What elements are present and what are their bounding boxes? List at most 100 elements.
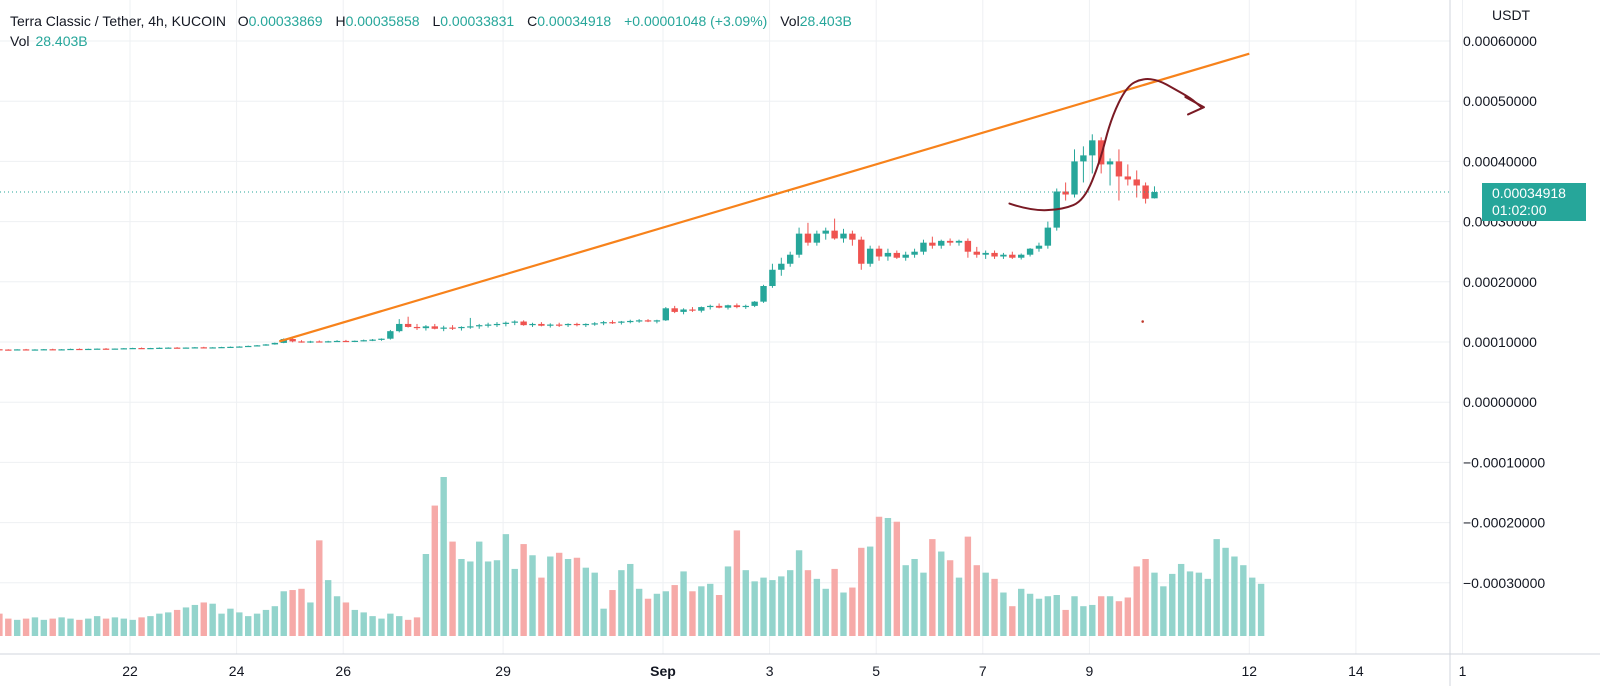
volume-bar <box>413 617 421 636</box>
x-tick-label: 26 <box>335 663 351 679</box>
volume-value: 28.403B <box>799 13 852 29</box>
candle-body <box>120 348 128 350</box>
candle-body <box>1035 245 1043 249</box>
candle-body <box>413 326 421 329</box>
candle-body <box>1026 248 1034 255</box>
y-tick-label: 0.00060000 <box>1463 33 1537 49</box>
volume-bar <box>476 541 483 636</box>
volume-bar <box>502 534 510 636</box>
volume-bar <box>1169 573 1176 636</box>
volume-bar <box>440 477 447 636</box>
candle-body <box>760 286 767 302</box>
volume-label: Vol <box>780 13 800 29</box>
current-price-label: 0.00034918 <box>1492 185 1566 201</box>
x-tick-label: 24 <box>229 663 245 679</box>
volume-bar <box>67 618 74 636</box>
volume-bar <box>822 588 829 636</box>
candle-body <box>538 323 545 326</box>
candle-body <box>342 340 350 343</box>
candle-body <box>369 339 376 341</box>
candle-body <box>813 233 821 243</box>
candle-body <box>351 340 359 342</box>
volume-bar <box>866 546 874 636</box>
volume-bar <box>1257 583 1265 636</box>
volume-bar <box>484 561 492 636</box>
volume-bar <box>396 616 403 636</box>
candle-body <box>991 252 998 257</box>
volume-bar <box>182 607 190 636</box>
volume-bar <box>786 570 794 636</box>
candle-body <box>422 326 430 329</box>
candle-body <box>307 341 314 343</box>
candle-body <box>85 348 92 351</box>
volume-bar <box>289 590 296 636</box>
candle-body <box>1124 176 1132 180</box>
y-tick-label: 0.00020000 <box>1463 274 1537 290</box>
volume-bar <box>733 530 741 636</box>
volume-bar <box>511 568 518 636</box>
candle-body <box>476 325 483 327</box>
candle-body <box>111 348 119 350</box>
volume-bar <box>946 560 954 636</box>
candle-body <box>440 327 447 329</box>
candle-body <box>129 348 136 350</box>
candle-body <box>751 301 758 306</box>
volume-bar <box>795 550 803 636</box>
candle-body <box>244 345 252 348</box>
volume-bar <box>467 561 474 636</box>
candle-body <box>138 348 145 350</box>
volume-bar <box>769 580 776 636</box>
volume-bar <box>111 617 119 636</box>
volume-bar <box>458 558 465 636</box>
candle-body <box>520 321 527 326</box>
volume-bar <box>760 577 767 636</box>
open-value: 0.00033869 <box>248 13 323 29</box>
volume-bar <box>1053 595 1060 636</box>
volume-bar <box>715 595 723 636</box>
volume-bar <box>1142 558 1149 636</box>
candle-body <box>555 324 563 326</box>
y-tick-label: −0.00010000 <box>1463 454 1545 470</box>
chart-legend: Terra Classic / Tether, 4h, KUCOIN O0.00… <box>10 11 861 31</box>
candle-body <box>387 331 394 339</box>
volume-bar <box>991 578 998 636</box>
volume-bar <box>1195 572 1203 636</box>
volume-bar <box>1071 596 1078 636</box>
volume-bar <box>1000 592 1007 636</box>
price-unit: USDT <box>1492 7 1531 23</box>
high-value: 0.00035858 <box>345 13 420 29</box>
volume-indicator-value: 28.403B <box>35 33 88 49</box>
volume-bar <box>1204 578 1211 636</box>
candle-body <box>209 347 216 349</box>
volume-bar <box>689 591 696 636</box>
candle-body <box>40 349 48 351</box>
candle-body <box>165 347 172 349</box>
volume-bar <box>858 547 865 636</box>
candle-body <box>689 309 696 311</box>
candle-body <box>147 348 154 350</box>
candle-body <box>662 308 669 321</box>
volume-bar <box>911 558 918 636</box>
volume-bar <box>333 596 341 636</box>
candle-body <box>635 320 643 322</box>
volume-bar <box>173 609 181 636</box>
volume-bar <box>680 571 687 636</box>
candle-body <box>938 240 945 246</box>
volume-bar <box>849 587 856 636</box>
volume-bar <box>271 606 279 636</box>
candle-body <box>102 348 110 350</box>
volume-bar <box>147 616 154 636</box>
volume-bar <box>209 603 216 636</box>
candle-body <box>1089 140 1096 156</box>
low-value: 0.00033831 <box>440 13 515 29</box>
candle-body <box>76 348 83 351</box>
volume-bar <box>618 570 625 636</box>
volume-bar <box>875 516 883 636</box>
candle-body <box>182 347 190 349</box>
volume-bar <box>449 541 456 636</box>
volume-bar <box>671 585 678 636</box>
candle-body <box>715 305 723 308</box>
candle-body <box>1000 254 1007 257</box>
volume-bar <box>138 617 145 636</box>
